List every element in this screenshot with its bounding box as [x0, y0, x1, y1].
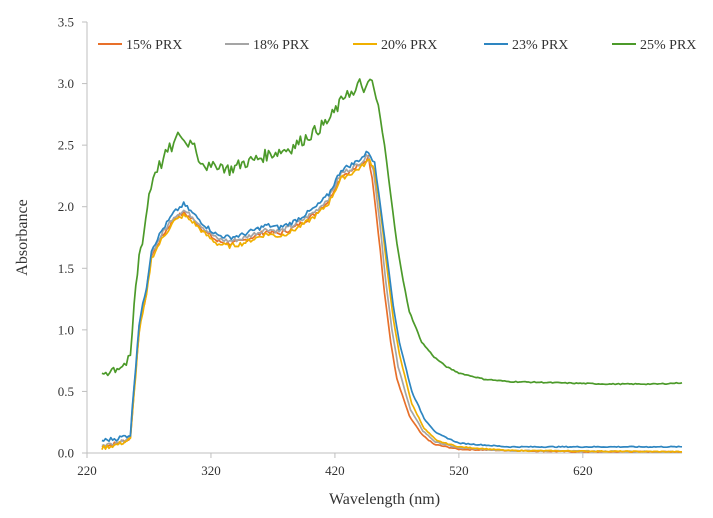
legend: 15% PRX 18% PRX 20% PRX 23% PRX 25% PRX	[98, 38, 696, 53]
y-tick-label: 1.0	[58, 322, 74, 337]
legend-label: 20% PRX	[381, 38, 437, 53]
y-tick-label: 2.0	[58, 199, 74, 214]
y-axis-title: Absorbance	[14, 199, 31, 275]
legend-label: 18% PRX	[253, 38, 309, 53]
series-layer	[101, 78, 683, 454]
y-tick-label: 3.5	[58, 15, 74, 30]
series-line-5	[101, 78, 683, 386]
legend-label: 25% PRX	[640, 38, 696, 53]
chart-axes: 220 320 420 520 620 0.0 0.5 1.0 1.5 2.0 2.5 3.0 3.5	[58, 15, 682, 478]
y-tick-label: 0.5	[58, 384, 74, 399]
x-tick-label: 620	[573, 463, 593, 478]
x-tick-label: 420	[325, 463, 345, 478]
series-line-3	[101, 158, 683, 453]
series-line-4	[101, 150, 683, 449]
x-axis-title: Wavelength (nm)	[329, 491, 440, 508]
y-tick-label: 3.0	[58, 76, 74, 91]
y-tick-label: 0.0	[58, 446, 74, 461]
x-tick-label: 320	[201, 463, 221, 478]
y-tick-label: 1.5	[58, 261, 74, 276]
y-tick-label: 2.5	[58, 138, 74, 153]
x-tick-label: 220	[77, 463, 97, 478]
legend-label: 23% PRX	[512, 38, 568, 53]
legend-label: 15% PRX	[126, 38, 182, 53]
x-tick-label: 520	[449, 463, 469, 478]
